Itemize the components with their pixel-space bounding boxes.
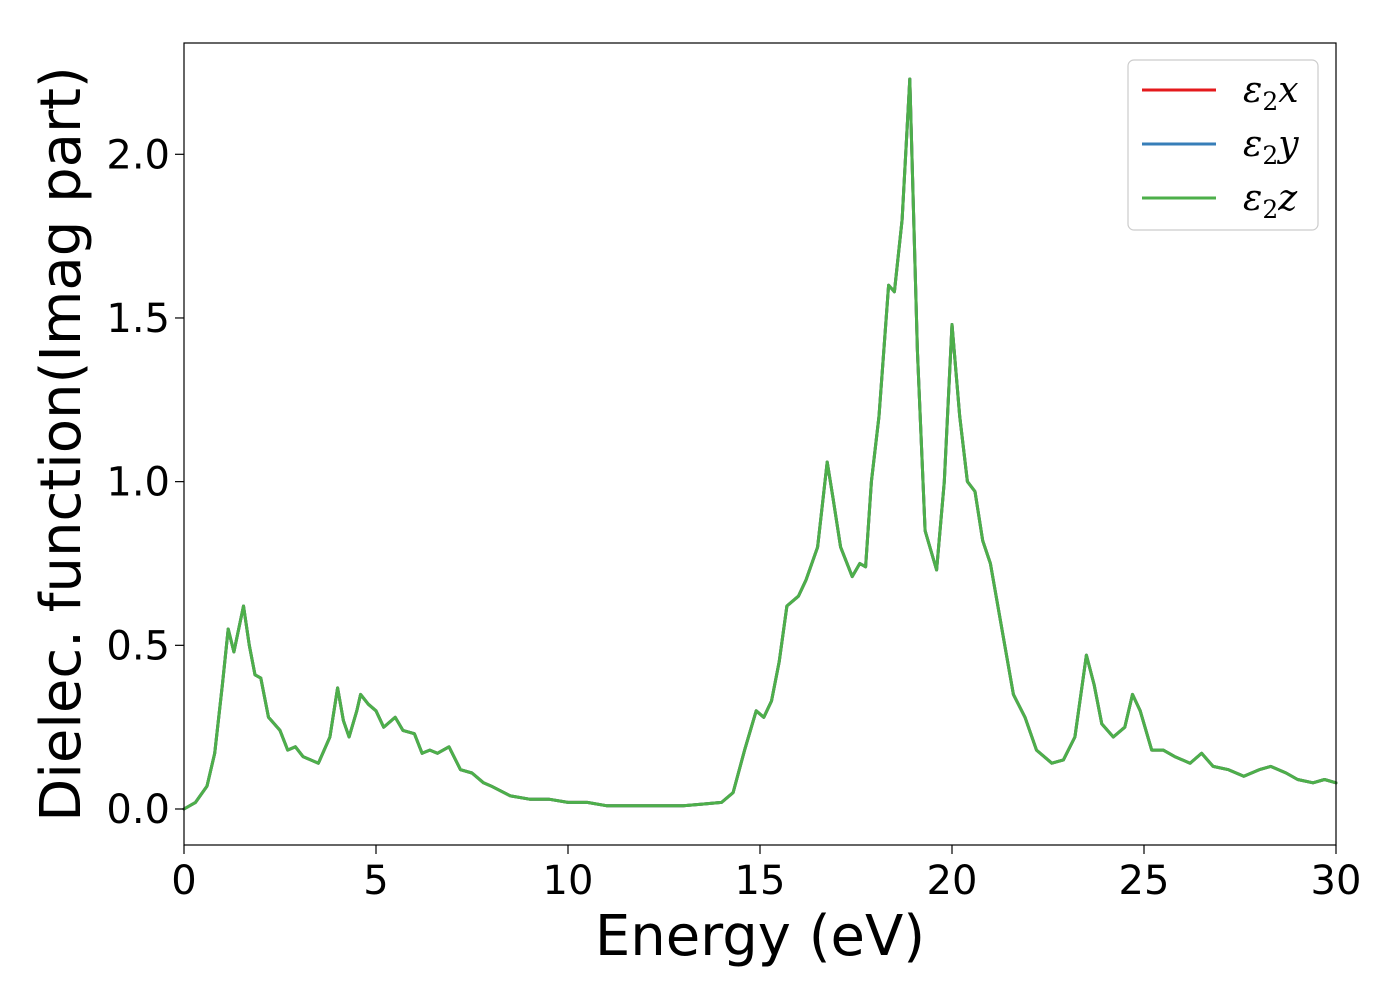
legend-box bbox=[1127, 59, 1319, 231]
y-axis-ticks: 0.0 0.5 1.0 1.5 2.0 bbox=[106, 132, 184, 833]
x-axis-label: Energy (eV) bbox=[595, 904, 925, 969]
x-tick-label: 15 bbox=[735, 858, 786, 904]
series-line-z bbox=[182, 77, 1338, 811]
y-tick-label: 1.5 bbox=[106, 296, 170, 342]
y-tick-label: 0.5 bbox=[106, 623, 170, 669]
x-tick-label: 30 bbox=[1311, 858, 1362, 904]
y-tick-label: 0.0 bbox=[106, 787, 170, 833]
legend-label-z: ε2z bbox=[1243, 178, 1298, 224]
x-tick-label: 10 bbox=[543, 858, 594, 904]
y-tick-label: 2.0 bbox=[106, 132, 170, 178]
y-axis-label: Dielec. function(Imag part) bbox=[29, 66, 94, 822]
legend: ε2x ε2y ε2z bbox=[1127, 59, 1319, 231]
x-tick-label: 5 bbox=[363, 858, 388, 904]
x-tick-label: 0 bbox=[171, 858, 196, 904]
x-tick-label: 25 bbox=[1119, 858, 1170, 904]
legend-label-y: ε2y bbox=[1243, 124, 1299, 170]
plot-lines bbox=[182, 77, 1338, 811]
legend-label-x: ε2x bbox=[1243, 70, 1299, 116]
x-tick-label: 20 bbox=[927, 858, 978, 904]
x-axis-ticks: 0 5 10 15 20 25 30 bbox=[171, 845, 1361, 904]
y-tick-label: 1.0 bbox=[106, 460, 170, 506]
